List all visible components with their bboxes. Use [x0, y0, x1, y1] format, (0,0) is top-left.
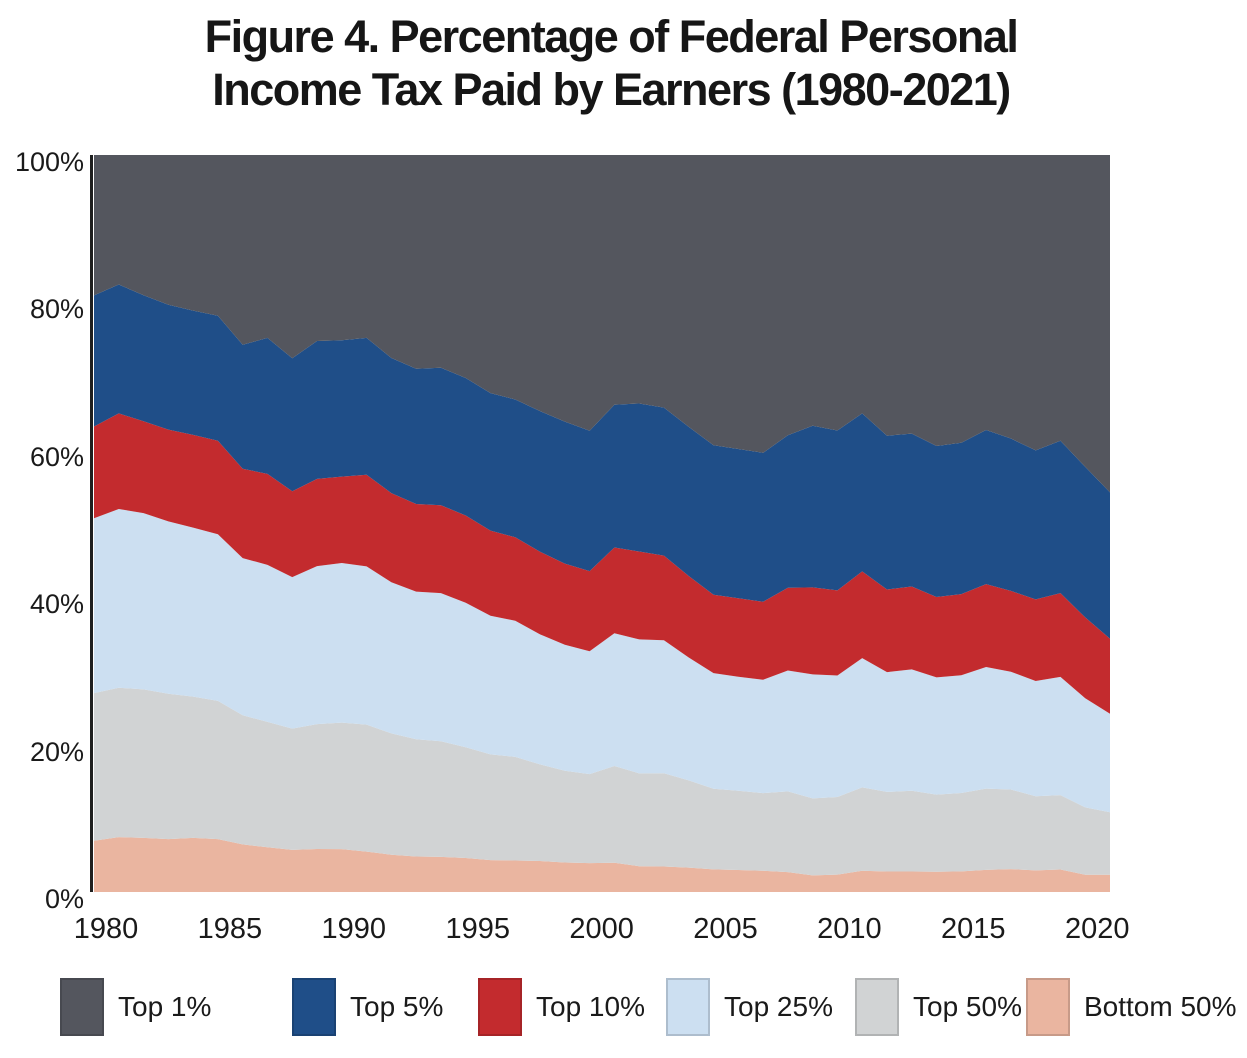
legend-swatch-bottom50 — [1026, 978, 1070, 1036]
stacked-area-plot — [94, 155, 1110, 892]
legend-item: Top 1% — [60, 978, 211, 1036]
x-axis-tick-label: 2015 — [941, 913, 1006, 945]
legend-item: Top 50% — [855, 978, 1022, 1036]
figure-title-line-1: Figure 4. Percentage of Federal Personal — [204, 11, 1019, 62]
legend-item: Top 10% — [478, 978, 645, 1036]
y-axis-tick-label: 40% — [29, 589, 84, 620]
area-band-top-1 — [94, 155, 1110, 493]
figure-title: Figure 4. Percentage of Federal Personal… — [0, 10, 1222, 116]
area-band-top-5 — [94, 284, 1110, 639]
legend-label: Top 50% — [913, 991, 1022, 1022]
legend-swatch-top5 — [292, 978, 336, 1036]
y-axis-tick-label: 60% — [29, 441, 84, 472]
legend-swatch-top25 — [666, 978, 710, 1036]
y-axis-tick-label: 20% — [29, 736, 84, 767]
y-axis-tick-label: 0% — [44, 884, 84, 914]
x-axis-tick-label: 1985 — [197, 913, 263, 945]
x-axis-tick-label: 2010 — [817, 913, 882, 945]
legend-label: Top 5% — [350, 991, 444, 1022]
figure-title-line-2: Income Tax Paid by Earners (1980-2021) — [212, 64, 1011, 115]
x-axis-tick-label: 1995 — [445, 913, 510, 945]
legend-item: Top 25% — [666, 978, 833, 1036]
x-axis-tick-label: 1990 — [321, 913, 387, 945]
legend-label: Top 10% — [536, 991, 645, 1022]
x-axis-tick-label: 1980 — [73, 913, 139, 945]
legend-item: Top 5% — [292, 978, 443, 1036]
y-axis-tick-label: 80% — [29, 294, 84, 325]
legend-swatch-top50 — [855, 978, 899, 1036]
legend-label: Bottom 50% — [1084, 991, 1237, 1022]
legend-label: Top 1% — [118, 991, 212, 1022]
x-axis-tick-label: 2020 — [1064, 913, 1130, 945]
area-band-bottom-50 — [94, 837, 1110, 892]
y-axis-line — [90, 155, 93, 892]
x-axis-tick-label: 2005 — [693, 913, 758, 945]
area-band-top-50 — [94, 687, 1110, 876]
legend-item: Bottom 50% — [1026, 978, 1237, 1036]
y-axis-tick-label: 100% — [14, 147, 84, 177]
area-band-top-10 — [94, 413, 1110, 714]
x-axis-tick-label: 2000 — [569, 913, 634, 945]
legend-label: Top 25% — [724, 991, 833, 1022]
area-band-top-25 — [94, 508, 1110, 813]
legend-swatch-top1 — [60, 978, 104, 1036]
legend-swatch-top10 — [478, 978, 522, 1036]
